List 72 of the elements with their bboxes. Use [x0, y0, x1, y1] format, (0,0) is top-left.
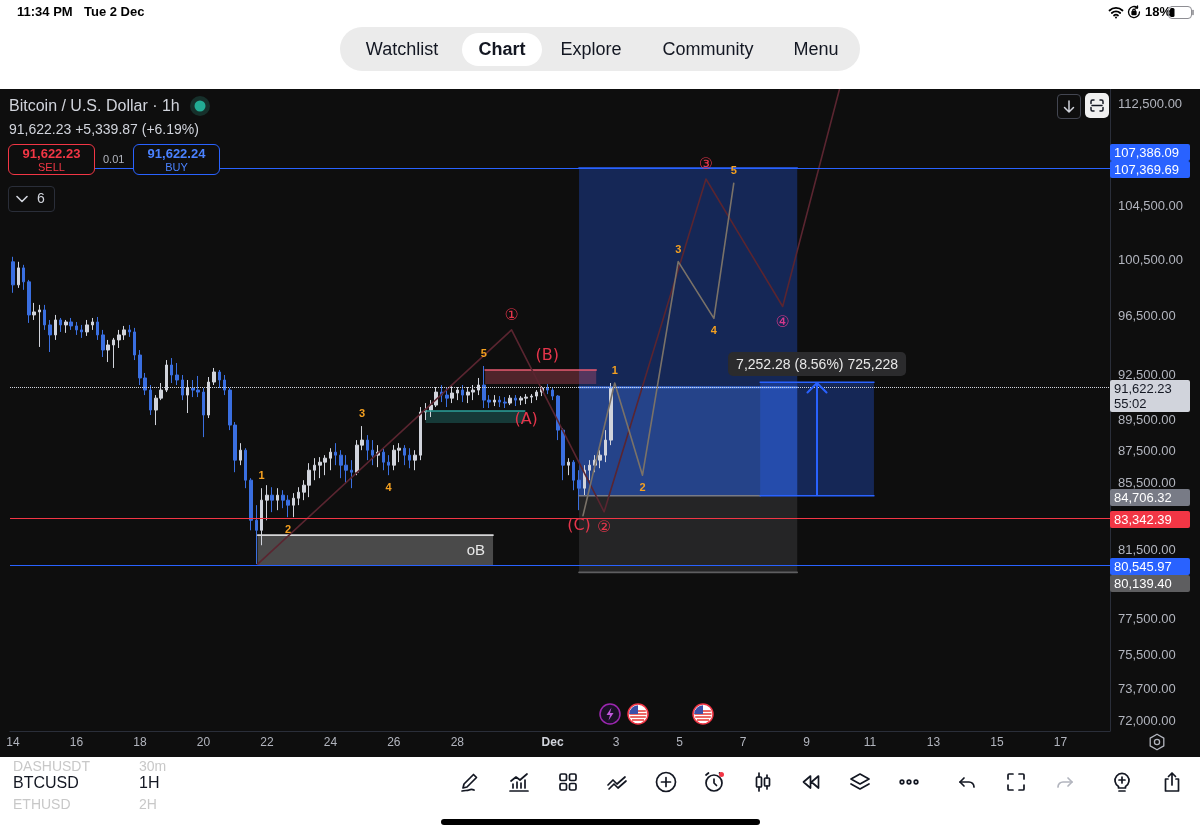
text: 18% [1145, 4, 1172, 20]
y-tick-label: 72,000.00 [1118, 712, 1176, 728]
annotation: 7,252.28 (8.56%) 725,228 [728, 352, 907, 377]
annotation: 91,622.24 [146, 146, 207, 161]
text: Menu [793, 38, 839, 60]
x-tick-label: 20 [196, 735, 211, 749]
x-tick-label: 3 [612, 735, 620, 749]
y-tick-label: 87,500.00 [1118, 443, 1176, 459]
y-tick-label: 73,700.00 [1118, 680, 1176, 696]
text: Watchlist [365, 38, 439, 60]
y-tick-label: 85,500.00 [1118, 475, 1176, 491]
text: Bitcoin / U.S. Dollar · 1h [9, 96, 180, 116]
ref-line-label: 107,369.69 [1110, 161, 1190, 179]
x-tick-label: 14 [6, 735, 20, 749]
annotation: 3 [675, 242, 682, 256]
text: Explore [560, 38, 622, 60]
x-tick-label: 24 [323, 735, 338, 749]
annotation: (A) [514, 409, 538, 429]
x-tick-label: 28 [450, 735, 465, 749]
x-tick-label: 26 [387, 735, 401, 749]
text: 84,706.32 [1110, 488, 1190, 506]
text: BTCUSD [13, 773, 79, 792]
x-tick-label: 16 [69, 735, 84, 749]
annotation: 4 [710, 324, 717, 338]
y-tick-label: 75,500.00 [1118, 647, 1176, 663]
annotation: SELL [37, 161, 66, 174]
annotation: (C) [567, 515, 591, 535]
x-tick-label: 7 [739, 735, 747, 749]
ref-line-label: 83,342.39 [1110, 511, 1190, 529]
annotation: ④ [775, 311, 790, 331]
annotation: ① [504, 304, 519, 324]
annotation: 6 [37, 190, 45, 207]
y-tick-label: 96,500.00 [1118, 308, 1176, 324]
y-tick-label: 89,500.00 [1118, 412, 1176, 428]
annotation: 91,622.23 [21, 146, 82, 161]
annotation: oB [466, 541, 486, 560]
y-tick-label: 104,500.00 [1118, 198, 1184, 214]
x-tick-label: 11 [863, 735, 877, 749]
text: 91,622.23 +5,339.87 (+6.19%) [9, 120, 199, 138]
text: 80,139.40 [1110, 575, 1190, 593]
text: 1H [139, 773, 160, 792]
x-tick-label: 13 [926, 735, 941, 749]
x-tick-label: 22 [260, 735, 274, 749]
annotation: BUY [164, 161, 189, 174]
annotation: 1 [611, 364, 618, 377]
ref-line-label: 80,545.97 [1110, 558, 1190, 576]
y-tick-label: 100,500.00 [1118, 252, 1184, 268]
y-tick-label: 81,500.00 [1118, 541, 1176, 557]
y-tick-label: 112,500.00 [1118, 96, 1183, 112]
y-tick-label: 77,500.00 [1118, 611, 1176, 627]
text: 107,386.09 [1110, 144, 1190, 162]
ref-line-label: 91,622.23 55:02 [1110, 380, 1190, 413]
annotation: 4 [385, 481, 392, 495]
x-tick-label: 18 [133, 735, 147, 749]
y-tick-label: 92,500.00 [1118, 366, 1176, 382]
annotation: 5 [480, 346, 487, 360]
annotation: 2 [639, 481, 646, 495]
x-tick-label: 15 [990, 735, 1004, 749]
x-tick-label: 9 [803, 735, 811, 749]
annotation: 2 [284, 523, 292, 537]
annotation: ② [596, 516, 612, 536]
text: Community [662, 38, 754, 60]
x-tick-label: Dec [541, 735, 564, 749]
text: Chart [478, 38, 526, 60]
annotation: 0.01 [103, 152, 125, 166]
annotation: 1 [258, 469, 265, 483]
text: Tue 2 Dec [84, 4, 145, 20]
x-tick-label: 17 [1053, 735, 1068, 749]
annotation: (B) [535, 344, 559, 364]
x-tick-label: 5 [676, 735, 684, 749]
annotation: 3 [359, 407, 366, 421]
text: 11:34 PM [17, 4, 73, 20]
